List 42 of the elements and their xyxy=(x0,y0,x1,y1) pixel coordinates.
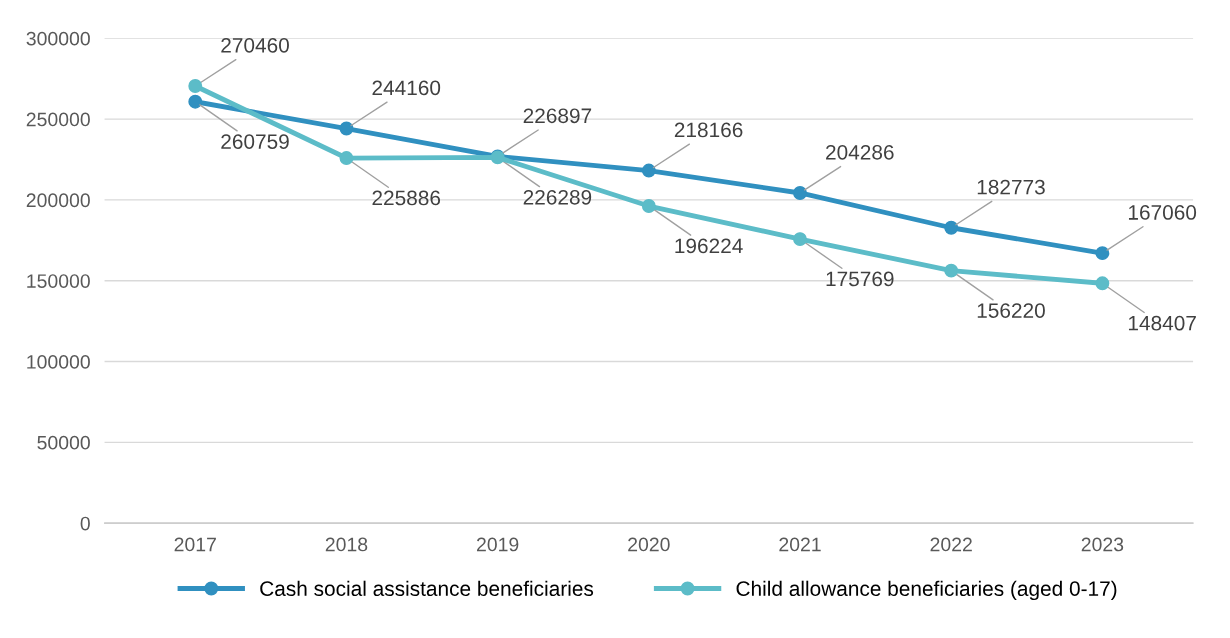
point xyxy=(188,94,203,109)
x-tick-label: 2023 xyxy=(1081,537,1124,552)
data-label: 260759 xyxy=(221,134,289,149)
y-tick-label: 150000 xyxy=(27,274,90,288)
legend-label: Cash social assistance beneficiaries xyxy=(260,580,594,596)
point xyxy=(793,186,807,200)
point xyxy=(339,121,354,136)
data-label: 204286 xyxy=(826,144,894,160)
data-label: 148407 xyxy=(1128,315,1196,331)
x-tick-label: 2021 xyxy=(779,537,821,552)
x-tick-label: 2018 xyxy=(325,537,368,552)
y-tick-label: 300000 xyxy=(26,31,90,46)
y-tick-label: 200000 xyxy=(26,193,90,208)
point xyxy=(944,263,959,278)
data-label: 175769 xyxy=(826,271,894,287)
data-label: 167060 xyxy=(1128,205,1197,220)
data-label: 226897 xyxy=(523,108,592,124)
point xyxy=(793,232,807,247)
legend-label: Child allowance beneficiaries (aged 0-17) xyxy=(736,580,1117,601)
y-tick-label: 0 xyxy=(80,516,90,531)
data-label: 244160 xyxy=(372,80,441,96)
y-tick-label: 250000 xyxy=(26,112,90,127)
x-tick-label: 2022 xyxy=(930,537,972,552)
x-tick-label: 2020 xyxy=(628,537,670,552)
y-tick-label: 100000 xyxy=(27,355,90,369)
point xyxy=(641,199,656,213)
point xyxy=(339,151,354,166)
data-label: 218166 xyxy=(674,122,743,138)
y-tick-label: 50000 xyxy=(37,435,90,450)
data-label: 270460 xyxy=(221,37,289,53)
data-label: 182773 xyxy=(977,179,1045,195)
data-label: 225886 xyxy=(372,190,441,206)
point xyxy=(188,79,203,93)
point xyxy=(1095,246,1110,261)
x-tick-label: 2017 xyxy=(174,537,216,552)
point xyxy=(1095,276,1110,291)
point xyxy=(641,163,656,178)
x-tick-label: 2019 xyxy=(476,537,519,552)
point xyxy=(944,220,959,235)
data-label: 226289 xyxy=(523,189,592,205)
data-label: 196224 xyxy=(675,238,743,254)
data-label: 156220 xyxy=(977,303,1045,318)
